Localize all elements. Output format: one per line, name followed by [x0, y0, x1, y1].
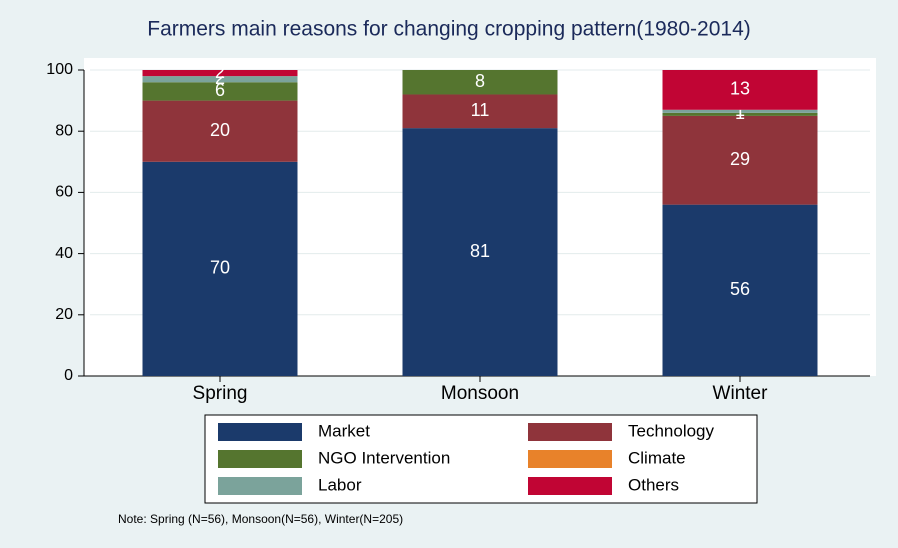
value-label: 6: [215, 80, 225, 100]
value-label: 2: [215, 68, 225, 88]
legend-swatch: [528, 477, 612, 495]
bar-segment: [142, 161, 298, 376]
legend-swatch: [218, 423, 302, 441]
y-tick-label: 40: [55, 245, 73, 262]
value-label: 20: [210, 120, 230, 140]
bar-segment: [142, 100, 298, 162]
bar-segment: [662, 70, 818, 110]
value-label: 81: [470, 241, 490, 261]
y-tick-label: 20: [55, 306, 73, 323]
legend-label: Market: [318, 421, 370, 440]
value-label: 1: [735, 100, 745, 120]
legend-swatch: [528, 423, 612, 441]
x-tick-label: Monsoon: [441, 383, 519, 404]
bar-segment: [662, 112, 818, 116]
value-label: 13: [730, 79, 750, 99]
legend-label: Others: [628, 475, 679, 494]
bar-segment: [142, 76, 298, 83]
value-label: 1: [735, 103, 745, 123]
bar-segment: [402, 94, 558, 129]
y-tick-label: 60: [55, 184, 73, 201]
x-tick-label: Spring: [193, 383, 248, 404]
y-tick-label: 0: [64, 367, 73, 384]
bar-segment: [662, 204, 818, 376]
value-label: 56: [730, 279, 750, 299]
legend-swatch: [218, 477, 302, 495]
legend-label: Labor: [318, 475, 362, 494]
chart-title: Farmers main reasons for changing croppi…: [147, 18, 751, 41]
legend-swatch: [218, 450, 302, 468]
bar-segment: [142, 82, 298, 101]
note: Note: Spring (N=56), Monsoon(N=56), Wint…: [118, 512, 403, 526]
y-tick-label: 100: [46, 61, 73, 78]
value-label: 29: [730, 149, 750, 169]
x-tick-label: Winter: [713, 383, 769, 404]
value-label: 70: [210, 258, 230, 278]
legend-label: Technology: [628, 421, 715, 440]
bar-segment: [402, 70, 558, 95]
legend-swatch: [528, 450, 612, 468]
value-label: 11: [471, 100, 490, 120]
bar-segment: [662, 115, 818, 205]
legend-label: NGO Intervention: [318, 448, 450, 467]
bar-segment: [662, 109, 818, 113]
value-label: 8: [475, 71, 485, 91]
y-tick-label: 80: [55, 122, 73, 139]
legend-label: Climate: [628, 448, 686, 467]
bar-segment: [142, 70, 298, 77]
value-label: 2: [215, 62, 225, 82]
bar-segment: [402, 128, 558, 376]
